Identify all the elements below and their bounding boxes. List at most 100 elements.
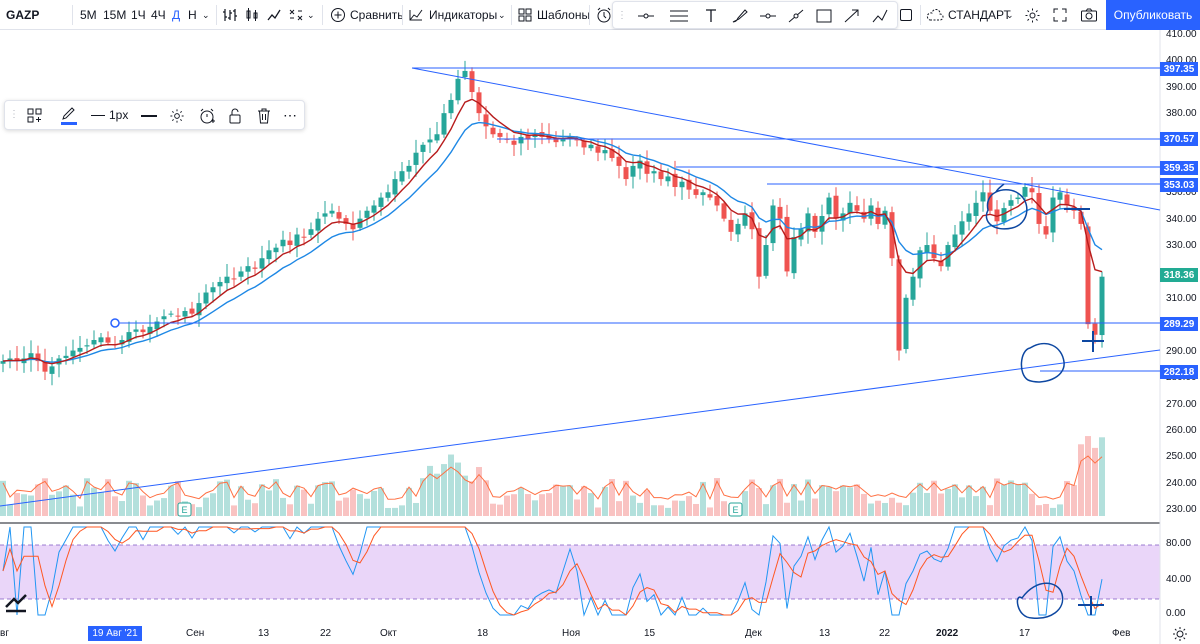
brush-icon[interactable] (731, 8, 749, 24)
volume-bar (427, 465, 433, 516)
earnings-marker[interactable]: E (728, 502, 743, 517)
candle-body (455, 78, 461, 101)
rectangle-icon[interactable] (815, 8, 833, 24)
volume-bars (0, 436, 1105, 516)
symbol-label[interactable]: GAZP (6, 8, 40, 22)
interval-15m[interactable]: 15М (103, 8, 127, 22)
alert-button[interactable] (595, 0, 613, 30)
drag-handle-icon[interactable]: ⋮ (617, 9, 627, 21)
compare-button[interactable]: Сравнить (330, 0, 403, 30)
volume-bar (679, 500, 685, 516)
trash-icon[interactable] (257, 108, 271, 124)
candle-body (609, 149, 615, 158)
volume-bar (70, 494, 76, 516)
candle-body (931, 244, 937, 259)
price-axis-label: 270.00 (1166, 398, 1197, 410)
stoch-d-line (2, 526, 1103, 616)
chart-canvas[interactable]: E E (0, 30, 1200, 644)
volume-bar (644, 490, 650, 516)
plus-annotation[interactable] (1082, 331, 1104, 352)
candle-body (343, 218, 349, 224)
chart-type-dropdown[interactable]: ⌄ (307, 0, 315, 30)
ascending-trendline[interactable] (0, 349, 1161, 507)
fullscreen-button[interactable] (1052, 0, 1068, 30)
more-icon[interactable]: ⋯ (283, 107, 298, 123)
volume-bar (1022, 482, 1028, 516)
volume-bar (112, 496, 118, 516)
circle-annotation[interactable] (1016, 582, 1064, 619)
line-width-icon (91, 114, 105, 116)
candle-body (511, 140, 517, 145)
settings-button[interactable] (1024, 0, 1041, 30)
price-axis-label: 240.00 (1166, 477, 1197, 489)
volume-bar (616, 501, 622, 516)
plus-annotation[interactable] (1078, 596, 1104, 615)
layout-style-button[interactable]: СТАНДАРТ (926, 0, 1011, 30)
candle-body (763, 245, 769, 276)
line-anchor-handle[interactable] (110, 318, 120, 328)
separator (589, 5, 590, 25)
volume-bar (441, 464, 447, 516)
price-axis-label: 260.00 (1166, 425, 1197, 436)
gear-icon[interactable] (1173, 627, 1187, 641)
layout-style-dropdown[interactable]: ⌄ (1006, 0, 1014, 30)
template-icon[interactable] (27, 108, 43, 124)
candle-body (119, 340, 125, 345)
line-width-button[interactable]: 1px (91, 108, 128, 122)
line-style-button[interactable] (141, 115, 157, 117)
arrow-icon[interactable] (843, 8, 861, 24)
line-color-button[interactable] (61, 107, 77, 125)
volume-bar (315, 485, 321, 516)
candle-body (238, 271, 244, 277)
date-axis-label: 22 (320, 628, 332, 639)
horizontal-line-icon[interactable] (759, 8, 777, 24)
horizontal-ray-icon[interactable] (637, 8, 655, 24)
volume-bar (469, 481, 475, 516)
candle-body (623, 167, 629, 180)
path-icon[interactable] (871, 8, 889, 24)
candle-body (518, 136, 524, 144)
tradingview-logo (5, 594, 27, 613)
text-icon[interactable] (703, 8, 719, 24)
trend-line-icon[interactable] (787, 8, 805, 24)
parallel-channel-icon[interactable] (669, 8, 689, 24)
alarm-clock-icon (597, 7, 611, 23)
drag-handle-icon[interactable]: ⋮ (9, 109, 19, 120)
candle-body (938, 260, 944, 267)
volume-bar (1078, 444, 1084, 516)
volume-average-line (2, 455, 1103, 501)
unlock-icon[interactable] (228, 108, 242, 124)
interval-5m[interactable]: 5М (80, 8, 97, 22)
candle-body (392, 179, 398, 195)
interval-week[interactable]: Н (188, 8, 197, 22)
line-chart-button[interactable] (266, 0, 282, 30)
chart-type-button[interactable] (222, 0, 238, 30)
gear-icon[interactable] (169, 108, 185, 124)
volume-bar (595, 507, 601, 516)
heikin-button[interactable] (288, 0, 304, 30)
shape-toggle[interactable] (900, 0, 912, 30)
templates-button[interactable]: Шаблоны (518, 0, 590, 30)
interval-4h[interactable]: 4Ч (151, 8, 166, 22)
line-tool-toolbar: ⋮ 1px ⋯ (4, 100, 305, 130)
alarm-add-icon[interactable] (198, 107, 216, 125)
descending-trendline[interactable] (411, 67, 1161, 211)
publish-button[interactable]: Опубликовать (1106, 0, 1200, 30)
candle-body (287, 240, 293, 246)
candles-button[interactable] (244, 0, 260, 30)
volume-bar (420, 478, 426, 516)
screenshot-button[interactable] (1080, 0, 1098, 30)
indicators-dropdown[interactable]: ⌄ (498, 0, 506, 30)
interval-day[interactable]: Д (172, 8, 181, 22)
candle-body (294, 234, 300, 246)
indicators-button[interactable]: Индикаторы (408, 0, 497, 30)
price-axis-label: 250.00 (1166, 451, 1197, 463)
circle-annotation[interactable] (1020, 342, 1065, 383)
volume-bar (791, 484, 797, 516)
stroke-annotation[interactable] (995, 183, 1005, 193)
candle-body (658, 171, 664, 180)
interval-dropdown[interactable]: ⌄ (202, 0, 210, 30)
interval-1h[interactable]: 1Ч (131, 8, 146, 22)
earnings-marker[interactable]: E (177, 502, 192, 517)
candle-body (245, 266, 251, 272)
